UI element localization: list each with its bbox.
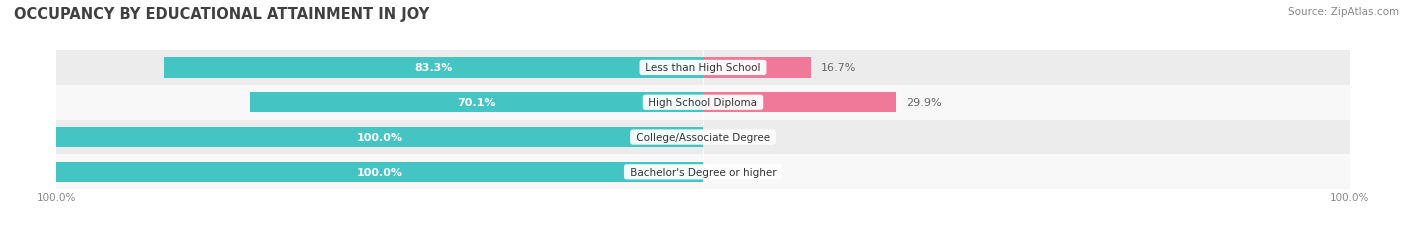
Text: Source: ZipAtlas.com: Source: ZipAtlas.com <box>1288 7 1399 17</box>
Bar <box>56 51 1350 85</box>
Bar <box>56 162 703 182</box>
Text: Less than High School: Less than High School <box>643 63 763 73</box>
Text: 100.0%: 100.0% <box>357 132 402 143</box>
Bar <box>56 120 1350 155</box>
Text: College/Associate Degree: College/Associate Degree <box>633 132 773 143</box>
Bar <box>165 58 703 78</box>
Text: 70.1%: 70.1% <box>457 98 495 108</box>
Text: 0.0%: 0.0% <box>713 167 741 177</box>
Bar <box>703 58 811 78</box>
Text: 16.7%: 16.7% <box>821 63 856 73</box>
Bar <box>250 93 703 113</box>
Text: High School Diploma: High School Diploma <box>645 98 761 108</box>
Text: 29.9%: 29.9% <box>905 98 942 108</box>
Bar <box>56 127 703 147</box>
Text: 100.0%: 100.0% <box>357 167 402 177</box>
Text: Bachelor's Degree or higher: Bachelor's Degree or higher <box>627 167 779 177</box>
Text: OCCUPANCY BY EDUCATIONAL ATTAINMENT IN JOY: OCCUPANCY BY EDUCATIONAL ATTAINMENT IN J… <box>14 7 429 22</box>
Text: 83.3%: 83.3% <box>415 63 453 73</box>
Bar <box>56 85 1350 120</box>
Bar <box>703 93 897 113</box>
Bar <box>56 155 1350 189</box>
Text: 0.0%: 0.0% <box>713 132 741 143</box>
